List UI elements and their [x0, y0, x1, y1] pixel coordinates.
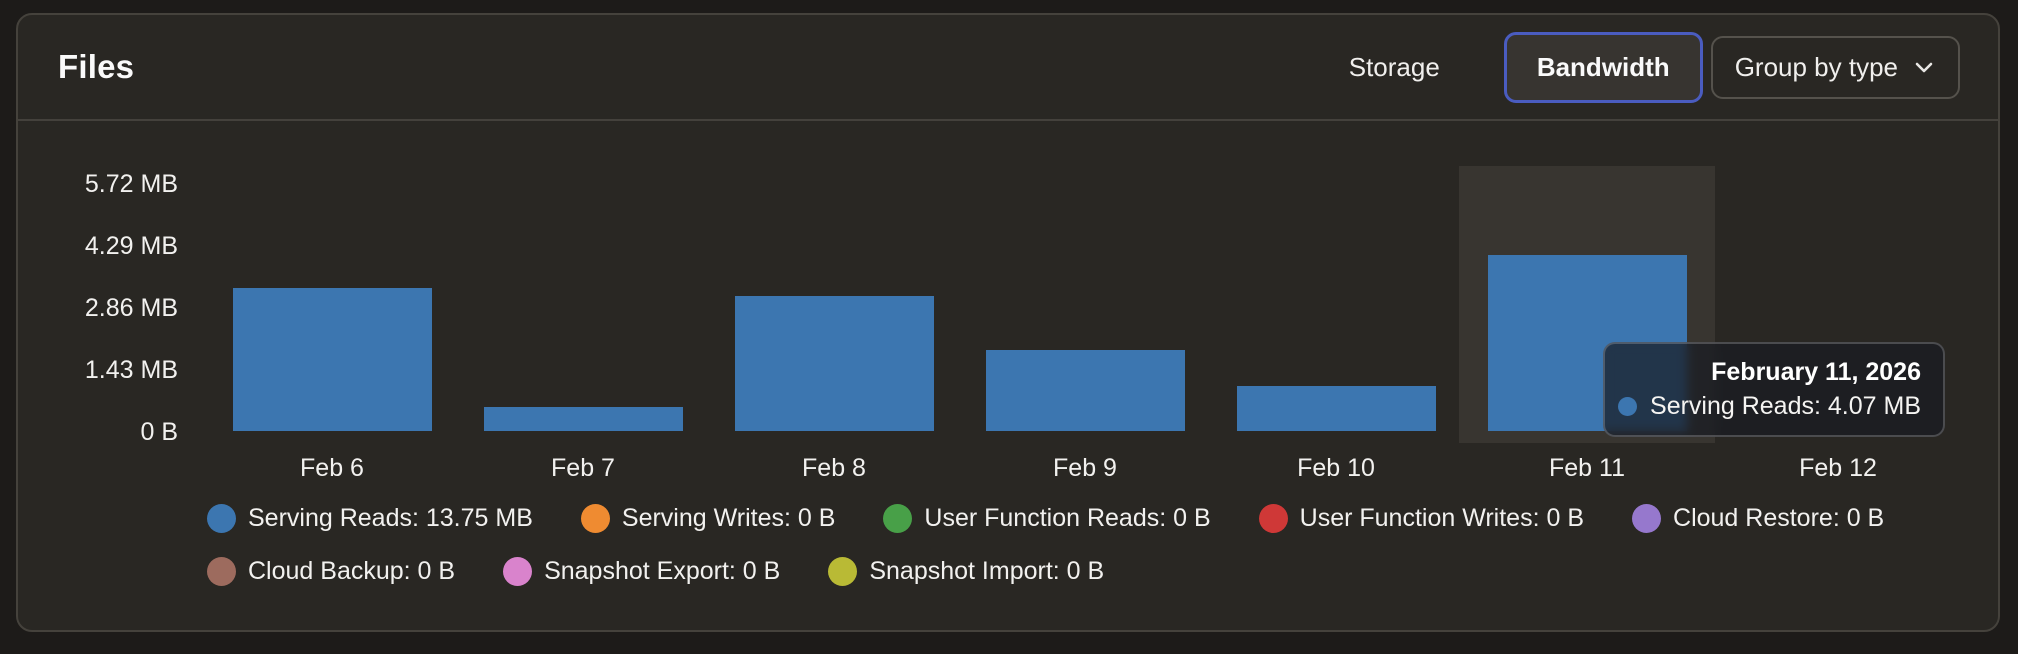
y-axis-tick-label: 1.43 MB	[84, 356, 178, 384]
legend-swatch-icon	[503, 557, 533, 586]
legend-label: Cloud Restore: 0 B	[1673, 504, 1885, 532]
chart-bar-feb-8[interactable]	[735, 296, 934, 431]
x-axis-label: Feb 7	[551, 454, 615, 482]
chart-bar-feb-10[interactable]	[1237, 386, 1436, 431]
tooltip-date: February 11, 2026	[1711, 358, 1921, 386]
legend-swatch-icon	[883, 504, 913, 533]
chart-tooltip: February 11, 2026 Serving Reads: 4.07 MB	[1603, 342, 1945, 437]
tab-bandwidth[interactable]: Bandwidth	[1503, 31, 1703, 103]
y-axis-tick-label: 4.29 MB	[84, 232, 178, 260]
legend-swatch-icon	[580, 504, 610, 533]
x-axis-label: Feb 10	[1297, 454, 1375, 482]
x-axis-label: Feb 9	[1053, 454, 1117, 482]
tooltip-row: Serving Reads: 4.07 MB	[1618, 390, 1921, 422]
panel-header: Files Storage Bandwidth Group by type	[18, 15, 1998, 121]
tooltip-value: Serving Reads: 4.07 MB	[1650, 392, 1921, 420]
legend-label: Snapshot Import: 0 B	[869, 557, 1105, 585]
x-axis-label: Feb 12	[1799, 454, 1877, 482]
legend-label: User Function Reads: 0 B	[924, 504, 1211, 532]
legend-label: User Function Writes: 0 B	[1299, 504, 1585, 532]
legend-row: Cloud Backup: 0 B Snapshot Export: 0 B Sna…	[207, 557, 1884, 586]
panel-controls: Storage Bandwidth Group by type	[1325, 31, 1960, 103]
x-axis-label: Feb 8	[802, 454, 866, 482]
y-axis-tick-label: 0 B	[140, 418, 178, 446]
legend-item: Cloud Backup: 0 B	[207, 557, 455, 586]
page-title: Files	[58, 48, 135, 85]
legend-swatch-icon	[207, 504, 236, 533]
legend-swatch-icon	[828, 557, 858, 586]
legend-item: Snapshot Export: 0 B	[503, 557, 780, 586]
chart-bar-feb-9[interactable]	[986, 350, 1185, 431]
legend-label: Snapshot Export: 0 B	[544, 557, 781, 585]
legend-label: Cloud Backup: 0 B	[248, 557, 456, 585]
legend-label: Serving Reads: 13.75 MB	[248, 504, 533, 532]
legend-item: Snapshot Import: 0 B	[828, 557, 1104, 586]
chevron-down-icon	[1915, 62, 1933, 73]
legend-label: Serving Writes: 0 B	[621, 504, 836, 532]
legend-swatch-icon	[207, 557, 236, 586]
series-dot-icon	[1618, 396, 1638, 416]
y-axis-tick-label: 2.86 MB	[84, 294, 178, 322]
legend-item: Cloud Restore: 0 B	[1632, 504, 1884, 533]
chart-legend: Serving Reads: 13.75 MB Serving Writes: 0…	[207, 504, 1884, 586]
tab-storage[interactable]: Storage	[1325, 38, 1464, 97]
legend-swatch-icon	[1632, 504, 1662, 533]
legend-item: User Function Reads: 0 B	[883, 504, 1211, 533]
chart-bar-feb-7[interactable]	[484, 407, 683, 431]
x-axis-label: Feb 11	[1549, 454, 1625, 482]
legend-swatch-icon	[1258, 504, 1288, 533]
legend-item: User Function Writes: 0 B	[1258, 504, 1585, 533]
x-axis-label: Feb 6	[300, 454, 364, 482]
files-panel: Files Storage Bandwidth Group by type 5.…	[16, 13, 2000, 632]
chart-bar-feb-6[interactable]	[233, 288, 432, 431]
bandwidth-chart: 5.72 MB 4.29 MB 2.86 MB 1.43 MB 0 B Feb 6 Feb…	[18, 15, 1998, 630]
y-axis-tick-label: 5.72 MB	[84, 170, 178, 198]
legend-row: Serving Reads: 13.75 MB Serving Writes: 0…	[207, 504, 1884, 533]
legend-item: Serving Writes: 0 B	[580, 504, 836, 533]
group-by-type-dropdown[interactable]: Group by type	[1710, 35, 1960, 99]
legend-item: Serving Reads: 13.75 MB	[207, 504, 533, 533]
group-by-label: Group by type	[1734, 51, 1898, 82]
